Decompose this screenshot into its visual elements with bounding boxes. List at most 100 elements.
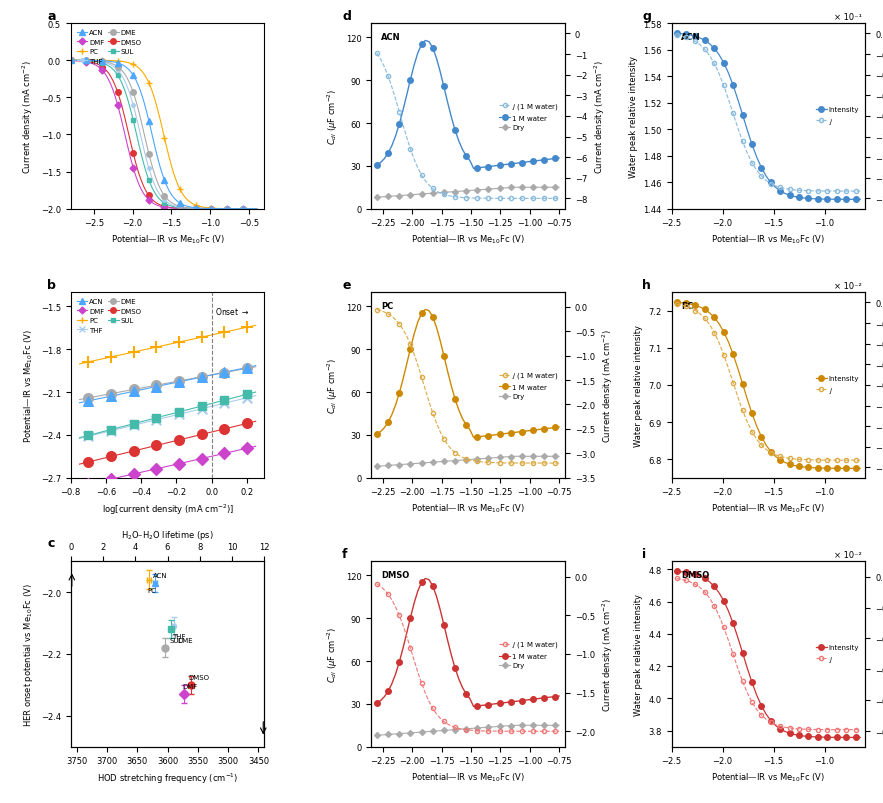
Intensity [747, 141, 758, 150]
Intensity [728, 81, 738, 91]
$j$ [685, 35, 696, 45]
$j$ [855, 187, 865, 197]
Intensity [804, 194, 814, 204]
$j$ [756, 441, 766, 450]
$j$ [742, 688, 752, 698]
$j$ [822, 455, 833, 465]
Intensity [737, 111, 748, 120]
Point [81, 430, 95, 443]
Text: d: d [342, 10, 351, 23]
Point [149, 439, 163, 452]
Point [81, 430, 95, 442]
Intensity [699, 37, 710, 47]
Text: PC: PC [147, 587, 155, 593]
Intensity [822, 732, 833, 742]
Intensity [761, 172, 772, 181]
Text: ACN: ACN [681, 34, 701, 43]
Intensity [681, 300, 691, 309]
Intensity [705, 40, 715, 50]
Line: Intensity: Intensity [674, 569, 863, 740]
$j$ [804, 455, 814, 465]
$j$ [691, 580, 701, 589]
$j$ [681, 34, 691, 43]
$j$ [681, 302, 691, 312]
Intensity [836, 195, 847, 205]
Intensity [761, 709, 772, 719]
Legend: $j$ (1 M water), 1 M water, Dry: $j$ (1 M water), 1 M water, Dry [496, 100, 562, 134]
Y-axis label: Water peak relative intensity: Water peak relative intensity [634, 324, 643, 446]
Y-axis label: $C_{dl}$ ($\mu$F cm$^{-2}$): $C_{dl}$ ($\mu$F cm$^{-2}$) [326, 88, 340, 145]
Intensity [733, 96, 743, 105]
Intensity [691, 301, 701, 311]
$j$ [841, 456, 851, 466]
Intensity [808, 732, 819, 742]
$j$ [808, 187, 819, 197]
Intensity [691, 570, 701, 580]
$j$ [747, 697, 758, 707]
X-axis label: Potential—IR vs Me$_{10}$Fc (V): Potential—IR vs Me$_{10}$Fc (V) [411, 234, 525, 247]
Intensity [747, 409, 758, 418]
$j$ [784, 185, 795, 195]
Text: DMSO: DMSO [189, 674, 210, 680]
Legend: Intensity, $j$: Intensity, $j$ [813, 373, 862, 398]
Intensity [671, 298, 682, 308]
$j$ [728, 378, 738, 388]
$j$ [826, 187, 837, 197]
$j$ [836, 187, 847, 197]
Text: c: c [48, 536, 55, 550]
$j$ [695, 583, 706, 593]
$j$ [699, 588, 710, 597]
$j$ [775, 452, 786, 462]
Legend: ACN, DMF, PC, THF, DME, DMSO, SUL: ACN, DMF, PC, THF, DME, DMSO, SUL [74, 296, 145, 336]
$j$ [747, 427, 758, 437]
$j$ [695, 310, 706, 320]
$j$ [713, 611, 724, 621]
$j$ [770, 719, 781, 729]
$j$ [713, 70, 724, 79]
Text: e: e [342, 279, 351, 292]
Intensity [695, 303, 706, 312]
Intensity [784, 728, 795, 738]
$j$ [751, 166, 762, 176]
$j$ [836, 725, 847, 735]
Intensity [685, 31, 696, 41]
Line: $j$: $j$ [675, 577, 863, 732]
Intensity [775, 455, 786, 465]
$j$ [761, 445, 772, 454]
Point [104, 351, 118, 364]
$j$ [733, 663, 743, 673]
Point [172, 458, 186, 471]
Intensity [705, 577, 715, 587]
Intensity [836, 464, 847, 474]
$j$ [761, 715, 772, 724]
$j$ [756, 711, 766, 720]
$j$ [723, 95, 734, 104]
Intensity [742, 663, 752, 673]
Intensity [751, 153, 762, 162]
$j$ [836, 456, 847, 466]
$j$ [751, 705, 762, 715]
$j$ [808, 455, 819, 465]
$j$ [804, 186, 814, 196]
Point [172, 409, 186, 422]
Intensity [671, 567, 682, 577]
Intensity [826, 732, 837, 742]
X-axis label: Potential—IR vs Me$_{10}$Fc (V): Potential—IR vs Me$_{10}$Fc (V) [411, 503, 525, 515]
$j$ [742, 149, 752, 158]
Line: Intensity: Intensity [674, 300, 863, 471]
Intensity [742, 126, 752, 136]
Text: PC: PC [381, 302, 393, 311]
$j$ [812, 187, 823, 197]
Point [217, 326, 231, 339]
Intensity [681, 568, 691, 577]
Intensity [676, 299, 687, 308]
$j$ [691, 38, 701, 47]
Intensity [812, 463, 823, 473]
Point [81, 356, 95, 369]
Text: ACN: ACN [153, 572, 168, 578]
Text: THF: THF [172, 634, 185, 640]
Legend: Intensity, $j$: Intensity, $j$ [813, 642, 862, 666]
$j$ [751, 435, 762, 445]
Point [240, 362, 254, 375]
Intensity [770, 183, 781, 193]
